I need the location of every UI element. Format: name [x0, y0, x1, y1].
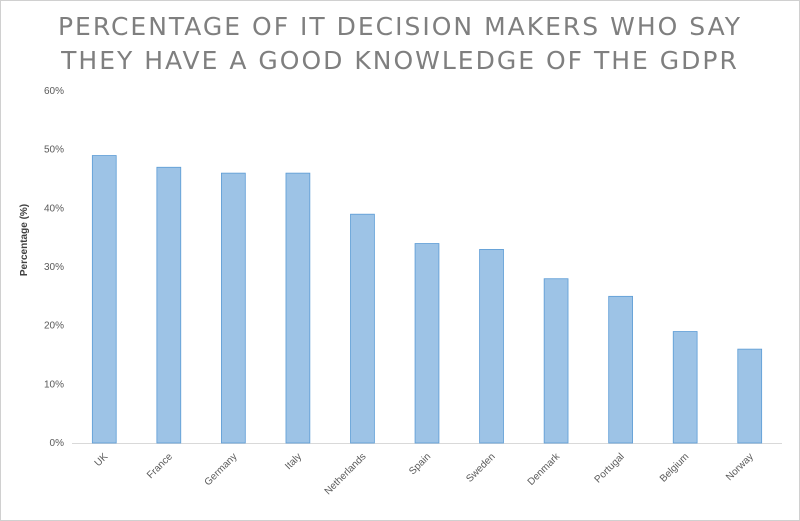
- x-tick-label: Denmark: [526, 451, 563, 488]
- bar-belgium: [672, 331, 698, 444]
- bar-portugal: [608, 295, 633, 444]
- y-tick-label: 20%: [44, 321, 64, 332]
- y-tick-label: 50%: [44, 145, 64, 156]
- bar-italy: [285, 172, 311, 444]
- x-tick-label: Netherlands: [323, 451, 369, 497]
- chart-title: PERCENTAGE OF IT DECISION MAKERS WHO SAY…: [0, 10, 800, 78]
- x-tick-label: Spain: [407, 451, 433, 477]
- bar-sweden: [479, 248, 504, 444]
- chart-title-line-1: PERCENTAGE OF IT DECISION MAKERS WHO SAY: [57, 12, 743, 41]
- chart-title-line-2: THEY HAVE A GOOD KNOWLEDGE OF THE GDPR: [61, 46, 739, 75]
- x-axis-ticks: UK France Germany Italy Netherlands Spain Swed…: [93, 451, 756, 498]
- bar-norway: [737, 348, 763, 444]
- y-tick-label: 10%: [44, 379, 64, 390]
- y-tick-label: 0%: [50, 438, 65, 449]
- bars: [91, 155, 763, 444]
- bar-uk: [91, 155, 117, 444]
- bar-netherlands: [350, 213, 375, 444]
- bar-denmark: [543, 278, 569, 444]
- y-axis-ticks: 0% 10% 20% 30% 40% 50% 60%: [44, 86, 64, 449]
- y-tick-label: 60%: [44, 86, 64, 97]
- x-tick-label: Germany: [203, 451, 240, 488]
- y-tick-label: 40%: [44, 203, 64, 214]
- x-tick-label: France: [145, 451, 175, 481]
- x-tick-label: UK: [93, 451, 111, 469]
- bar-germany: [221, 172, 246, 444]
- x-tick-label: Italy: [283, 451, 304, 472]
- x-tick-label: Sweden: [464, 451, 497, 484]
- bar-france: [156, 166, 182, 444]
- bar-spain: [414, 243, 440, 444]
- x-tick-label: Norway: [724, 451, 756, 483]
- x-tick-label: Portugal: [593, 451, 627, 485]
- y-tick-label: 30%: [44, 262, 64, 273]
- y-axis-label: Percentage (%): [19, 204, 30, 276]
- x-tick-label: Belgium: [658, 451, 691, 484]
